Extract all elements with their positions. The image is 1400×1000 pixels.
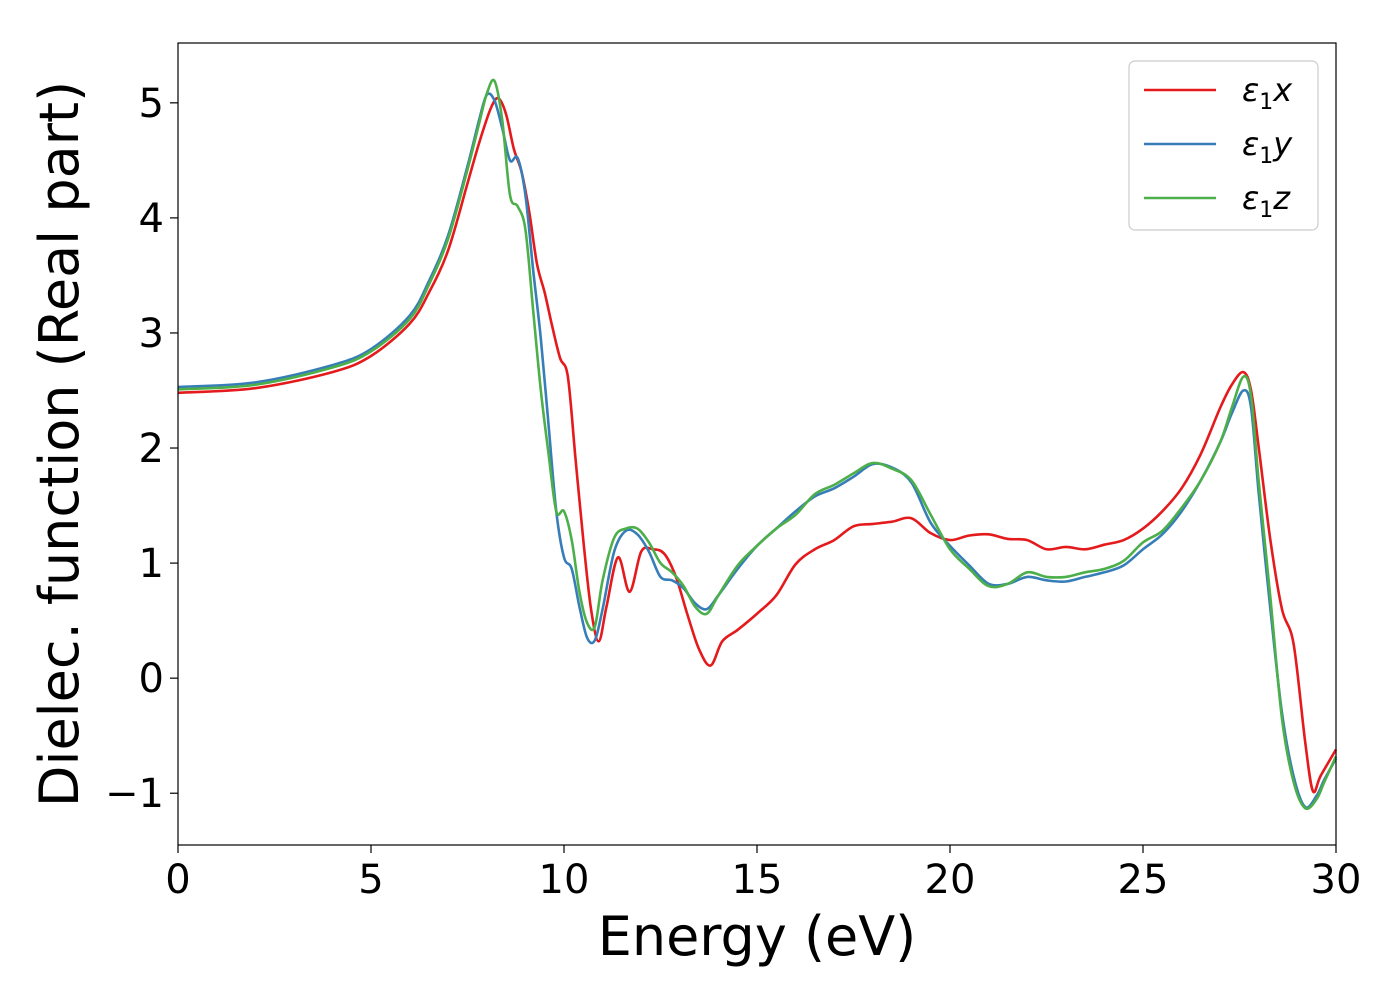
legend-label-2: ε1z — [1242, 179, 1291, 223]
legend-box — [1128, 60, 1319, 231]
y-tick-label: 3 — [139, 311, 164, 357]
x-tick-label: 0 — [165, 857, 190, 903]
y-tick-label: 5 — [139, 81, 164, 127]
legend: ε1x ε1y ε1z — [1128, 60, 1319, 231]
y-axis: −1 0 1 2 3 4 5 — [105, 81, 178, 817]
y-tick-label: 2 — [139, 426, 164, 472]
x-axis: 0 5 10 15 20 25 30 — [165, 845, 1361, 903]
y-tick-label: −1 — [105, 771, 164, 817]
y-tick-label: 1 — [139, 541, 164, 587]
x-tick-label: 25 — [1118, 857, 1169, 903]
series-line-0 — [177, 96, 1338, 794]
x-tick-label: 20 — [925, 857, 976, 903]
x-tick-label: 15 — [732, 857, 783, 903]
legend-label-1: ε1y — [1242, 125, 1293, 169]
legend-label-0: ε1x — [1242, 71, 1293, 115]
y-tick-label: 0 — [139, 656, 164, 702]
y-tick-label: 4 — [139, 196, 164, 242]
x-tick-label: 10 — [539, 857, 590, 903]
series-layer — [177, 78, 1338, 811]
series-line-2 — [177, 78, 1338, 811]
x-tick-label: 30 — [1311, 857, 1362, 903]
y-axis-title: Dielec. function (Real part) — [28, 81, 91, 807]
x-axis-title: Energy (eV) — [598, 905, 917, 968]
x-tick-label: 5 — [358, 857, 383, 903]
